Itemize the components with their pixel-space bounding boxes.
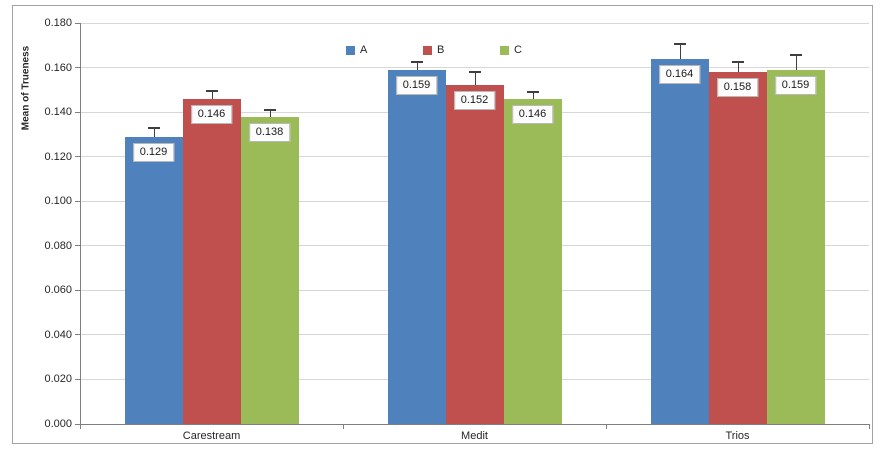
- error-bar-A-Carestream: [153, 127, 155, 137]
- error-bar-B-Carestream: [211, 90, 213, 99]
- y-tick-label: 0.160: [44, 61, 72, 74]
- x-category-label-Trios: Trios: [725, 430, 750, 442]
- bar-A-Trios: [650, 58, 709, 424]
- bar-A-Carestream: [124, 136, 183, 424]
- y-tick-label: 0.140: [44, 106, 72, 119]
- error-bar-cap-B-Trios: [731, 60, 744, 63]
- value-label-B-Carestream: 0.146: [190, 104, 233, 124]
- bar-B-Carestream: [182, 98, 241, 424]
- error-bar-cap-A-Carestream: [147, 126, 160, 129]
- legend-item-A: A: [346, 44, 367, 56]
- legend-item-C: C: [500, 44, 522, 56]
- y-tick-mark: [75, 423, 80, 425]
- value-label-A-Trios: 0.164: [658, 64, 701, 84]
- y-tick-label: 0.080: [44, 239, 72, 252]
- y-tick-mark: [75, 67, 80, 69]
- value-label-A-Carestream: 0.129: [132, 142, 175, 162]
- error-bar-A-Medit: [416, 61, 418, 70]
- x-axis-line: [80, 424, 870, 425]
- y-tick-label: 0.040: [44, 328, 72, 341]
- y-tick-mark: [75, 289, 80, 291]
- gridline: [80, 22, 869, 24]
- error-bar-cap-A-Trios: [673, 43, 686, 46]
- value-label-C-Carestream: 0.138: [248, 122, 291, 142]
- x-category-label-Medit: Medit: [461, 430, 488, 442]
- legend-swatch-B: [423, 45, 432, 55]
- bar-B-Trios: [708, 72, 767, 424]
- y-tick-mark: [75, 200, 80, 202]
- bar-B-Medit: [445, 85, 504, 424]
- y-tick-mark: [75, 22, 80, 24]
- y-tick-label: 0.180: [44, 17, 72, 29]
- y-tick-mark: [75, 334, 80, 336]
- legend-swatch-C: [500, 45, 509, 55]
- x-tick-mark: [869, 425, 870, 429]
- x-category-label-Carestream: Carestream: [182, 430, 241, 442]
- value-label-A-Medit: 0.159: [395, 75, 438, 95]
- legend-label-B: B: [437, 44, 445, 56]
- bar-C-Carestream: [240, 116, 299, 424]
- error-bar-C-Carestream: [269, 109, 271, 117]
- y-tick-label: 0.000: [44, 418, 72, 430]
- error-bar-B-Trios: [737, 61, 739, 72]
- error-bar-cap-C-Trios: [789, 54, 802, 57]
- y-tick-mark: [75, 111, 80, 113]
- y-tick-label: 0.060: [44, 284, 72, 297]
- error-bar-B-Medit: [474, 72, 476, 86]
- bar-C-Medit: [503, 98, 562, 424]
- y-tick-mark: [75, 378, 80, 380]
- error-bar-C-Medit: [532, 92, 534, 99]
- y-axis-line: [80, 23, 81, 424]
- error-bar-cap-A-Medit: [410, 60, 423, 63]
- value-label-C-Medit: 0.146: [511, 104, 554, 124]
- error-bar-cap-B-Medit: [468, 71, 481, 73]
- x-tick-mark: [343, 425, 344, 429]
- error-bar-C-Trios: [795, 55, 797, 70]
- error-bar-cap-B-Carestream: [205, 89, 218, 92]
- error-bar-cap-C-Carestream: [263, 108, 276, 111]
- y-tick-mark: [75, 156, 80, 158]
- x-tick-mark: [80, 425, 81, 429]
- bar-A-Medit: [387, 69, 446, 424]
- error-bar-A-Trios: [679, 44, 681, 59]
- gridline: [80, 67, 869, 69]
- value-label-B-Trios: 0.158: [716, 78, 759, 97]
- legend-label-C: C: [514, 44, 522, 56]
- y-tick-label: 0.020: [44, 373, 72, 386]
- x-tick-mark: [606, 425, 607, 429]
- value-label-C-Trios: 0.159: [774, 75, 817, 95]
- legend-label-A: A: [360, 44, 368, 56]
- y-tick-label: 0.100: [44, 195, 72, 208]
- legend-item-B: B: [423, 44, 444, 56]
- bar-C-Trios: [766, 69, 825, 424]
- y-tick-label: 0.120: [44, 150, 72, 163]
- error-bar-cap-C-Medit: [526, 91, 539, 94]
- y-tick-mark: [75, 245, 80, 247]
- legend-swatch-A: [346, 45, 355, 55]
- value-label-B-Medit: 0.152: [453, 91, 496, 111]
